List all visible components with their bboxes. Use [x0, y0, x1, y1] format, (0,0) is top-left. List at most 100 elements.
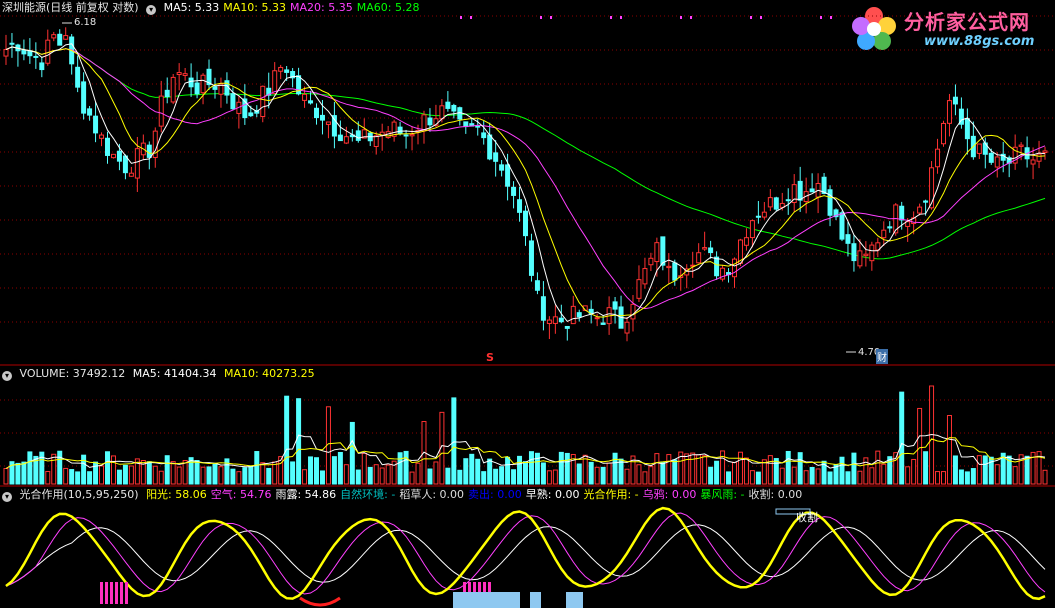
candle-body	[284, 69, 290, 73]
indicator-legend-item-1: 空气: 54.76	[210, 488, 272, 501]
volume-bar	[600, 466, 606, 485]
candle-body	[720, 267, 726, 280]
volume-bar	[654, 453, 660, 485]
sell-marker: S	[486, 351, 494, 364]
indicator-legend-item-8: 乌鸦: 0.00	[642, 488, 697, 501]
indicator-legend-item-0: 阳光: 58.06	[146, 488, 207, 501]
candle-body	[702, 247, 708, 250]
candle-body	[773, 197, 779, 210]
candle-body	[170, 76, 176, 103]
ma10-line-path	[5, 46, 1046, 318]
candle-body	[134, 148, 140, 179]
volume-bar	[355, 469, 361, 485]
crow-bar	[125, 582, 128, 604]
candle-body	[714, 256, 720, 277]
volume-bar	[140, 460, 146, 485]
volume-bar	[672, 459, 678, 485]
volume-bar	[349, 421, 355, 485]
storm-curve	[299, 596, 341, 607]
volume-bar	[982, 455, 988, 485]
candle-body	[63, 35, 69, 40]
volume-bar	[224, 458, 230, 485]
volume-title: VOLUME: 37492.12	[19, 367, 126, 380]
candle-body	[785, 199, 791, 202]
marker-dot	[470, 16, 472, 19]
candle-body	[397, 126, 403, 135]
candle-body	[164, 89, 170, 98]
volume-bar	[439, 411, 445, 485]
volume-bar	[642, 471, 648, 485]
candle-body	[708, 247, 714, 254]
indicator-legend-item-7: 光合作用: -	[583, 488, 639, 501]
candle-body	[128, 172, 134, 177]
candle-body	[887, 226, 893, 229]
indicator-menu-icon[interactable]: ▾	[2, 492, 12, 502]
volume-bar	[385, 464, 391, 485]
volume-bar	[630, 455, 636, 485]
volume-bar	[767, 455, 773, 485]
candle-body	[75, 66, 81, 88]
volume-menu-icon[interactable]: ▾	[2, 371, 12, 381]
marker-dot	[750, 16, 752, 19]
marker-dot	[620, 16, 622, 19]
candle-body	[863, 253, 869, 257]
volume-bar	[952, 455, 958, 485]
volume-bar	[331, 456, 337, 485]
candle-body	[899, 205, 905, 221]
crow-bar	[120, 582, 123, 604]
volume-bar	[935, 471, 941, 485]
volume-bar	[636, 464, 642, 485]
candle-body	[158, 95, 164, 127]
volume-bar	[827, 471, 833, 485]
harvest-marker	[775, 508, 811, 515]
candle-body	[809, 188, 815, 193]
ma20-line-path	[5, 46, 1046, 310]
candle-body	[122, 155, 128, 174]
candle-body	[791, 184, 797, 203]
candle-body	[325, 121, 331, 125]
candle-body	[487, 134, 493, 160]
volume-ma10-line	[5, 437, 1046, 469]
volume-bar	[737, 451, 743, 485]
candle-body	[39, 62, 45, 71]
volume-bar	[1036, 451, 1042, 485]
volume-bar	[248, 465, 254, 485]
volume-bar	[941, 471, 946, 485]
volume-bar	[815, 468, 821, 485]
dropdown-icon[interactable]: ▾	[146, 5, 157, 15]
volume-bar	[134, 458, 140, 485]
volume-bar	[176, 466, 182, 485]
candle-body	[833, 209, 839, 218]
volume-bar	[51, 453, 57, 485]
volume-bar	[314, 457, 319, 485]
volume-bar	[875, 450, 881, 485]
volume-bar	[278, 456, 284, 485]
indicator-legend-item-4: 稻草人: 0.00	[399, 488, 465, 501]
volume-bar	[9, 461, 15, 485]
volume-bar	[487, 458, 493, 485]
volume-bar	[391, 460, 397, 485]
candle-body	[594, 317, 600, 320]
volume-bar	[21, 461, 27, 485]
volume-bar	[116, 469, 122, 485]
volume-bar	[540, 462, 546, 485]
ma-legend: MA5: 5.33 MA10: 5.33 MA20: 5.35 MA60: 5.28	[164, 1, 424, 14]
main-title: 深圳能源(日线 前复权 对数)	[2, 1, 139, 14]
volume-bar	[976, 455, 982, 485]
volume-bar	[803, 470, 809, 485]
environment-block	[530, 592, 541, 608]
candle-body	[558, 317, 564, 323]
candle-body	[917, 206, 923, 214]
volume-bar	[81, 454, 87, 485]
environment-block	[566, 592, 583, 608]
volume-bar	[899, 391, 905, 485]
ma-legend-item-1: MA10: 5.33	[223, 1, 287, 14]
indicator-legend-item-6: 早熟: 0.00	[525, 488, 580, 501]
volume-bar	[451, 397, 457, 485]
volume-ma10: MA10: 40273.25	[223, 367, 315, 380]
marker-dot	[690, 16, 692, 19]
volume-bar	[923, 451, 929, 485]
volume-bar	[152, 465, 158, 485]
candle-body	[946, 100, 952, 124]
marker-dot	[830, 16, 832, 19]
